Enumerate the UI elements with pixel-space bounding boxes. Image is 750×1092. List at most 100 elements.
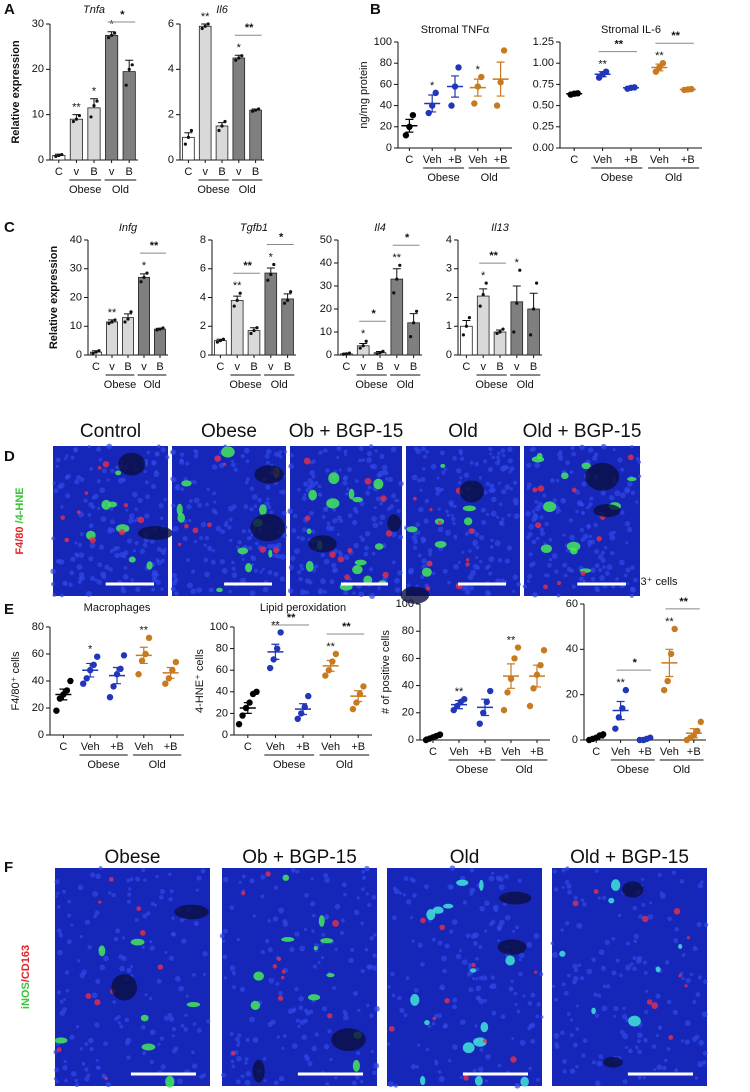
- nucleus: [378, 521, 383, 526]
- stain-spot: [231, 1051, 236, 1056]
- data-point: [507, 675, 515, 682]
- chart-title: Infg: [119, 222, 138, 234]
- nucleus: [278, 450, 283, 454]
- bar: [476, 295, 490, 356]
- nucleus: [197, 502, 202, 508]
- nucleus: [240, 1074, 245, 1079]
- nucleus: [109, 519, 115, 525]
- significance: **: [393, 252, 402, 264]
- nucleus: [640, 877, 645, 881]
- x-tick-label: v: [74, 166, 80, 178]
- nucleus: [325, 1082, 330, 1087]
- data-point: [54, 154, 58, 158]
- nucleus: [590, 576, 596, 582]
- data-point: [656, 64, 663, 71]
- nucleus: [336, 533, 340, 537]
- significance: *: [515, 257, 520, 269]
- nucleus: [332, 518, 338, 524]
- nucleus: [58, 559, 65, 565]
- nucleus: [130, 578, 134, 582]
- nucleus: [365, 490, 371, 496]
- nucleus: [657, 872, 662, 877]
- nucleus: [636, 1032, 643, 1039]
- data-point: [412, 321, 416, 325]
- y-tick-label: 40: [566, 643, 578, 655]
- nucleus: [301, 527, 307, 533]
- data-point: [254, 108, 258, 112]
- nucleus: [260, 894, 265, 899]
- stain-spot: [85, 993, 92, 999]
- nucleus: [53, 1050, 58, 1055]
- tissue-void: [459, 480, 484, 503]
- nucleus: [323, 558, 330, 565]
- nucleus: [392, 886, 397, 891]
- nucleus: [74, 1083, 79, 1088]
- nucleus: [445, 529, 452, 536]
- nucleus: [624, 1045, 628, 1049]
- nucleus: [350, 947, 355, 952]
- stain-spot: [119, 529, 126, 536]
- nucleus: [340, 918, 345, 923]
- nucleus: [371, 894, 377, 900]
- data-point: [511, 655, 518, 662]
- nucleus: [449, 885, 454, 890]
- significance: **: [455, 686, 464, 698]
- data-point: [402, 132, 410, 139]
- nucleus: [637, 474, 642, 478]
- nucleus: [497, 939, 501, 943]
- nucleus: [564, 879, 570, 885]
- nucleus: [445, 509, 449, 514]
- nucleus: [611, 970, 617, 976]
- nucleus: [200, 521, 207, 528]
- nucleus: [470, 569, 477, 576]
- nucleus: [560, 497, 567, 504]
- y-tick-label: 40: [320, 257, 332, 269]
- nucleus: [417, 553, 422, 558]
- nucleus: [359, 535, 363, 539]
- nucleus: [626, 582, 630, 586]
- nucleus: [193, 920, 200, 927]
- nucleus: [625, 964, 632, 971]
- nucleus: [321, 515, 326, 520]
- nucleus: [83, 498, 88, 503]
- stain-spot: [157, 964, 164, 970]
- nucleus: [231, 462, 236, 468]
- data-point: [232, 304, 236, 308]
- stain-spot: [678, 974, 682, 978]
- nucleus: [334, 947, 339, 952]
- nucleus: [281, 532, 287, 538]
- data-point: [246, 699, 253, 706]
- y-tick-label: 30: [32, 18, 44, 30]
- data-point: [398, 263, 402, 267]
- nucleus: [311, 1045, 317, 1052]
- nucleus: [641, 902, 646, 907]
- nucleus: [338, 468, 342, 472]
- nucleus: [561, 982, 566, 987]
- nucleus: [96, 446, 102, 452]
- nucleus: [331, 562, 337, 569]
- nucleus: [459, 451, 463, 456]
- nucleus: [457, 480, 462, 485]
- nucleus: [595, 588, 600, 593]
- stain-spot: [272, 964, 278, 969]
- nucleus: [317, 484, 322, 489]
- stain-spot: [610, 879, 621, 891]
- nucleus: [550, 941, 554, 945]
- nucleus: [351, 1080, 357, 1086]
- stain-spot: [245, 562, 253, 573]
- y-tick-label: 20: [402, 707, 414, 719]
- nucleus: [264, 938, 270, 944]
- nucleus: [534, 505, 541, 512]
- data-point: [329, 658, 336, 665]
- data-point: [481, 293, 485, 297]
- stain-spot: [374, 543, 384, 550]
- nucleus: [586, 968, 593, 975]
- nucleus: [299, 563, 304, 568]
- nucleus: [620, 467, 625, 472]
- stain-spot: [668, 1034, 674, 1040]
- nucleus: [275, 981, 280, 986]
- stain-spot: [141, 1043, 156, 1051]
- nucleus: [494, 908, 499, 913]
- data-point: [305, 692, 312, 700]
